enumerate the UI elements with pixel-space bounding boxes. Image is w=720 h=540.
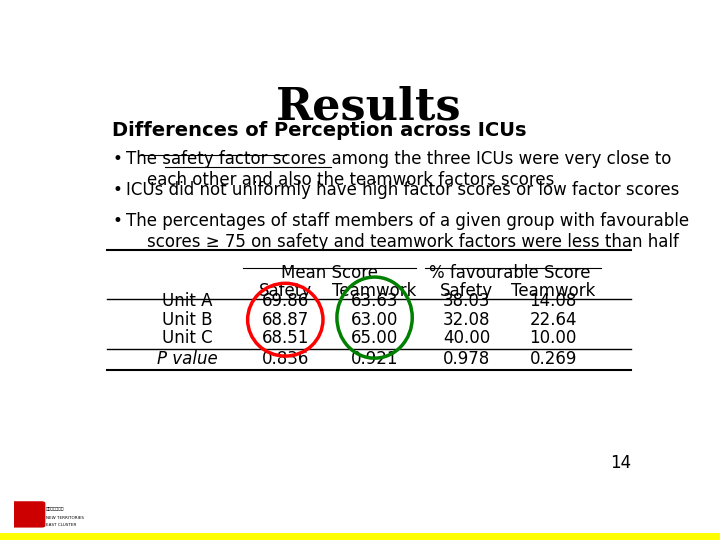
Text: 63.00: 63.00 — [351, 310, 398, 329]
Text: 68.51: 68.51 — [261, 329, 309, 347]
Text: 14.08: 14.08 — [529, 292, 577, 310]
Text: Unit B: Unit B — [163, 310, 213, 329]
Text: Mean Score: Mean Score — [282, 265, 379, 282]
Text: 63.63: 63.63 — [351, 292, 398, 310]
Text: 65.00: 65.00 — [351, 329, 398, 347]
Text: Safety: Safety — [258, 282, 312, 300]
Text: Unit C: Unit C — [162, 329, 213, 347]
Text: 40.00: 40.00 — [443, 329, 490, 347]
Text: 0.978: 0.978 — [443, 350, 490, 368]
Text: Differences of Perception across ICUs: Differences of Perception across ICUs — [112, 121, 527, 140]
Text: 0.921: 0.921 — [351, 350, 398, 368]
Text: 69.86: 69.86 — [261, 292, 309, 310]
Text: 10.00: 10.00 — [529, 329, 577, 347]
Text: 22.64: 22.64 — [529, 310, 577, 329]
Text: ICUs did not uniformly have high factor scores or low factor scores: ICUs did not uniformly have high factor … — [126, 181, 680, 199]
Text: •: • — [112, 212, 122, 231]
Text: 38.03: 38.03 — [443, 292, 490, 310]
Text: Results: Results — [276, 85, 462, 129]
Text: The safety factor scores among the three ICUs were very close to
    each other : The safety factor scores among the three… — [126, 150, 672, 189]
FancyBboxPatch shape — [11, 501, 45, 528]
Text: The percentages of staff members of a given group with favourable
    scores ≥ 7: The percentages of staff members of a gi… — [126, 212, 689, 251]
Text: 14: 14 — [610, 454, 631, 472]
Text: •: • — [112, 150, 122, 168]
Text: 0.836: 0.836 — [261, 350, 309, 368]
Text: 0.269: 0.269 — [529, 350, 577, 368]
Text: 68.87: 68.87 — [261, 310, 309, 329]
Text: Teamwork: Teamwork — [511, 282, 595, 300]
Text: Unit A: Unit A — [163, 292, 213, 310]
Text: 新界東醫院聯網: 新界東醫院聯網 — [46, 507, 65, 511]
Text: Safety: Safety — [440, 282, 493, 300]
Text: P value: P value — [157, 350, 218, 368]
Text: •: • — [112, 181, 122, 199]
Text: % favourable Score: % favourable Score — [429, 265, 590, 282]
Text: 32.08: 32.08 — [443, 310, 490, 329]
Text: EAST CLUSTER: EAST CLUSTER — [46, 523, 76, 527]
Text: Teamwork: Teamwork — [333, 282, 417, 300]
Text: NEW TERRITORIES: NEW TERRITORIES — [46, 516, 84, 520]
